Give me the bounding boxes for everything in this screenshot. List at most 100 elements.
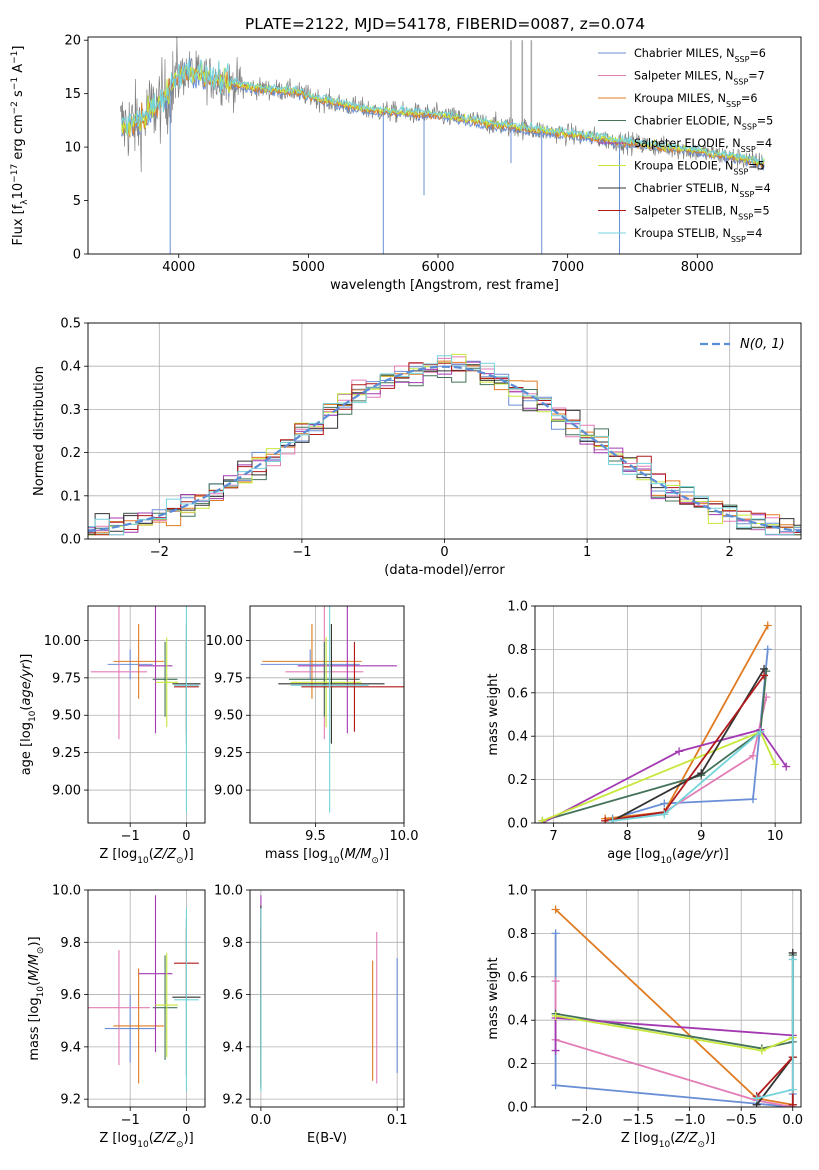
y-axis-label: mass weight <box>486 673 501 755</box>
y-tick-label: 0.1 <box>60 489 81 504</box>
legend-label: Kroupa MILES, NSSP=6 <box>634 92 757 109</box>
y-tick-label: 0.6 <box>507 686 528 701</box>
plot-area <box>120 37 765 254</box>
data-point <box>675 747 684 756</box>
data-point <box>608 816 617 823</box>
axes-frame: 9.5 10.0 9.00 9.25 9.50 9.75 10.00 <box>206 634 419 844</box>
model-spectrum <box>121 59 765 166</box>
data-point <box>538 816 547 823</box>
data-point <box>551 1081 560 1090</box>
x-tick-label: −1 <box>121 829 140 844</box>
x-axis-label: age [log10(age/yr)] <box>607 847 729 866</box>
figure-title: PLATE=2122, MJD=54178, FIBERID=0087, z=0… <box>245 15 645 33</box>
data-point <box>748 751 757 760</box>
x-tick-label: 10 <box>767 829 784 844</box>
x-tick-label: 5000 <box>292 260 325 275</box>
legend-label: Chabrier STELIB, NSSP=4 <box>634 182 771 199</box>
y-tick-label: 9.50 <box>52 709 81 724</box>
y-axis-label: mass [log10(M/M⊙)] <box>27 936 46 1060</box>
panel-residuals: −2 −1 0 1 2 0.0 0.1 0.2 0.3 0.4 0.5 (data-model)/er… <box>32 317 802 578</box>
y-tick-label: 9.8 <box>60 936 81 951</box>
y-tick-label: 9.4 <box>60 1040 81 1055</box>
x-axis-label: Z [log10(Z/Z⊙)] <box>621 1131 715 1150</box>
data-point <box>782 762 791 771</box>
data-point <box>788 1085 797 1094</box>
y-tick-label: 9.2 <box>222 1093 243 1108</box>
y-tick-label: 0.8 <box>507 927 528 942</box>
y-tick-label: 10 <box>64 141 81 156</box>
data-point <box>757 1046 766 1055</box>
mass-weight-line <box>542 671 768 822</box>
data-point <box>771 760 780 769</box>
y-tick-label: 0.2 <box>60 446 81 461</box>
x-axis-label: wavelength [Angstrom, rest frame] <box>330 278 559 293</box>
y-tick-label: 0.5 <box>60 317 81 332</box>
data-point <box>551 905 560 914</box>
y-tick-label: 0.2 <box>507 773 528 788</box>
y-tick-label: 10.0 <box>52 884 81 899</box>
legend-label: Salpeter ELODIE, NSSP=4 <box>634 137 772 154</box>
axes-frame: 7 8 9 10 0.0 0.2 0.4 0.6 0.8 1.0 <box>507 600 783 845</box>
axes-frame: −1 0 9.2 9.4 9.6 9.8 10.0 <box>52 884 191 1129</box>
residual-histogram <box>88 356 801 536</box>
x-axis-label: E(B-V) <box>307 1131 347 1146</box>
axes-frame: −2 −1 0 1 2 0.0 0.1 0.2 0.3 0.4 0.5 <box>60 317 734 561</box>
x-tick-label: 0.0 <box>782 1113 803 1128</box>
y-tick-label: 9.75 <box>52 671 81 686</box>
spectrum-legend: Chabrier MILES, NSSP=6 Salpeter MILES, NS… <box>598 47 773 244</box>
y-tick-label: 9.8 <box>222 936 243 951</box>
y-tick-label: 9.75 <box>214 671 243 686</box>
x-tick-label: −1.0 <box>674 1113 706 1128</box>
y-tick-label: 9.25 <box>214 746 243 761</box>
x-tick-label: −1 <box>292 545 311 560</box>
y-tick-label: 9.6 <box>222 988 243 1003</box>
y-tick-label: 0.0 <box>507 817 528 832</box>
mass-weight-line <box>605 625 769 820</box>
y-tick-label: 0.3 <box>60 403 81 418</box>
legend-label: N(0, 1) <box>740 337 785 352</box>
x-tick-label: 0 <box>440 545 448 560</box>
mass-weight-line <box>755 952 794 1106</box>
data-point <box>660 810 669 819</box>
x-tick-label: 4000 <box>162 260 195 275</box>
x-tick-label: 8000 <box>681 260 714 275</box>
x-tick-label: 6000 <box>421 260 454 275</box>
x-tick-label: −2 <box>150 545 169 560</box>
y-tick-label: 0.2 <box>507 1057 528 1072</box>
data-point <box>760 671 769 680</box>
panel-mass_weight_vs_Z: −2.0 −1.5 −1.0 −0.5 0.0 0.0 0.2 0.4 0.6 0.8 1.0 Z [… <box>486 884 803 1151</box>
residual-histogram <box>88 355 801 536</box>
x-tick-label: −1 <box>121 1113 140 1128</box>
x-tick-label: 9.5 <box>305 829 326 844</box>
x-tick-label: 0.0 <box>251 1113 272 1128</box>
y-tick-label: 1.0 <box>507 884 528 899</box>
axes-border <box>87 322 802 540</box>
x-tick-label: 1 <box>583 545 591 560</box>
data-point <box>551 1046 560 1055</box>
y-tick-label: 0.4 <box>60 360 81 375</box>
y-tick-label: 10.00 <box>206 634 243 649</box>
x-tick-label: 9 <box>697 829 705 844</box>
axes-frame: 4000 5000 6000 7000 8000 0 5 10 15 20 <box>64 34 713 275</box>
plot-area <box>551 905 797 1107</box>
y-tick-label: 9.4 <box>222 1040 243 1055</box>
y-tick-label: 0.4 <box>507 730 528 745</box>
panel-mass_vs_Z: −1 0 9.2 9.4 9.6 9.8 10.0 Z [log10(Z/Z⊙)] mass [… <box>27 884 206 1150</box>
data-point <box>763 621 772 630</box>
axes-border <box>534 889 802 1108</box>
y-tick-label: 0.0 <box>507 1101 528 1116</box>
panel-age_vs_mass: 9.5 10.0 9.00 9.25 9.50 9.75 10.00 mass [log10(… <box>206 605 419 866</box>
data-point <box>660 799 669 808</box>
mass-weight-line <box>612 731 761 822</box>
data-point <box>756 727 765 736</box>
y-axis-label: mass weight <box>486 957 501 1039</box>
plot-area <box>538 621 791 823</box>
axes-frame: −1 0 9.00 9.25 9.50 9.75 10.00 <box>44 634 191 844</box>
data-point <box>697 769 706 778</box>
mass-weight-line <box>555 955 794 1050</box>
x-axis-label: Z [log10(Z/Z⊙)] <box>99 1131 193 1150</box>
x-tick-label: 7000 <box>551 260 584 275</box>
axes-border <box>87 36 802 255</box>
x-tick-label: 0 <box>182 829 190 844</box>
residual-legend: N(0, 1) <box>700 337 785 352</box>
